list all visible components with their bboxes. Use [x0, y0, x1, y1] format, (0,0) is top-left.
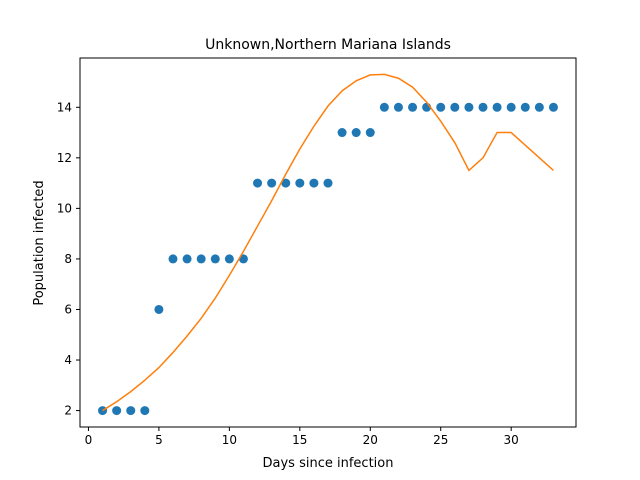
data-point [182, 254, 192, 264]
data-point [464, 102, 474, 112]
y-axis-label: Population infected [32, 180, 47, 305]
y-tick-label: 14 [57, 100, 72, 114]
x-axis-label: Days since infection [263, 456, 394, 471]
data-point [393, 102, 403, 112]
data-point [450, 102, 460, 112]
data-point [154, 304, 164, 314]
data-point [478, 102, 488, 112]
x-tick-label: 25 [433, 433, 448, 447]
y-tick-label: 4 [64, 353, 72, 367]
y-tick-label: 2 [64, 404, 72, 418]
x-tick-label: 30 [504, 433, 519, 447]
data-point [408, 102, 418, 112]
data-point [267, 178, 277, 188]
data-point [140, 406, 150, 416]
data-point [295, 178, 305, 188]
plot-frame [79, 57, 577, 428]
data-point [365, 128, 375, 138]
data-point [351, 128, 361, 138]
data-point [309, 178, 319, 188]
x-tick-label: 0 [85, 433, 93, 447]
data-point [112, 406, 122, 416]
plot-area [98, 73, 558, 416]
fit-line [102, 73, 554, 412]
y-tick-label: 12 [57, 151, 72, 165]
data-point [337, 128, 347, 138]
data-point [224, 254, 234, 264]
data-point [253, 178, 263, 188]
data-point [168, 254, 178, 264]
data-point [281, 178, 291, 188]
axis-ticks: 0 5 10 15 20 25 30 2 4 6 8 10 12 14 [57, 100, 519, 447]
x-tick-label: 5 [155, 433, 163, 447]
data-point [492, 102, 502, 112]
x-tick-label: 10 [222, 433, 237, 447]
y-tick-label: 6 [64, 302, 72, 316]
data-point [534, 102, 544, 112]
data-point [436, 102, 446, 112]
data-point [210, 254, 220, 264]
x-tick-label: 15 [292, 433, 307, 447]
data-point [520, 102, 530, 112]
y-tick-label: 10 [57, 201, 72, 215]
data-point [548, 102, 558, 112]
data-point [323, 178, 333, 188]
data-point [126, 406, 136, 416]
chart-title: Unknown,Northern Mariana Islands [205, 37, 451, 53]
data-point [238, 254, 248, 264]
data-point [506, 102, 516, 112]
data-point [196, 254, 206, 264]
data-point [379, 102, 389, 112]
x-tick-label: 20 [363, 433, 378, 447]
y-tick-label: 8 [64, 252, 72, 266]
